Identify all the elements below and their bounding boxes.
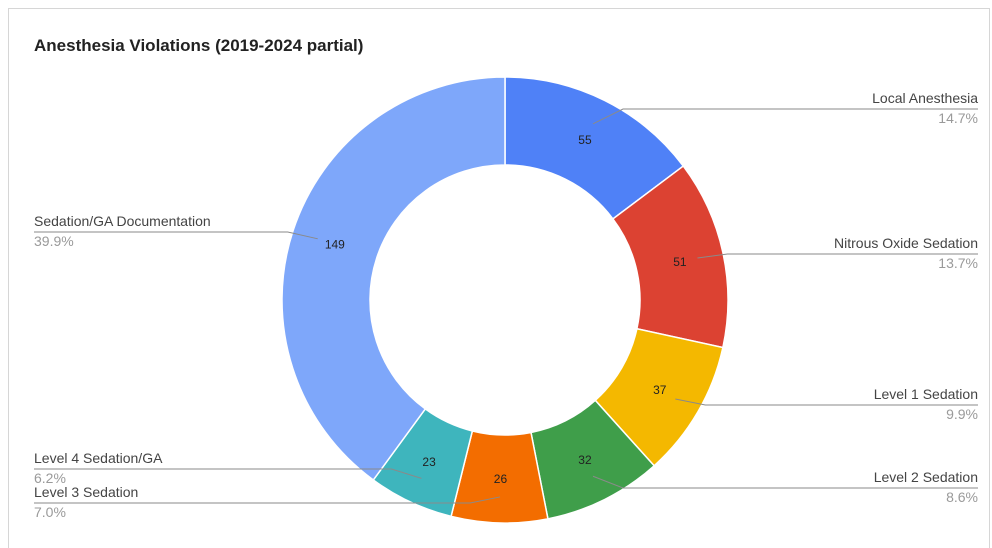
slice-percent-level-4-sedation-ga: 6.2% bbox=[34, 470, 66, 486]
slice-percent-level-1-sedation: 9.9% bbox=[946, 406, 978, 422]
chart-title: Anesthesia Violations (2019-2024 partial… bbox=[34, 36, 364, 55]
value-label-sedation-ga-documentation: 149 bbox=[325, 237, 345, 251]
value-label-local-anesthesia: 55 bbox=[578, 133, 592, 147]
leader-line-local-anesthesia bbox=[592, 108, 978, 125]
slice-name-level-2-sedation: Level 2 Sedation bbox=[874, 469, 978, 485]
leader-line-level-1-sedation bbox=[675, 398, 978, 406]
value-label-level-1-sedation: 37 bbox=[653, 383, 667, 397]
leader-line-level-4-sedation-ga bbox=[34, 468, 422, 479]
value-label-level-3-sedation: 26 bbox=[494, 472, 508, 486]
value-label-level-2-sedation: 32 bbox=[578, 453, 592, 467]
slice-name-sedation-ga-documentation: Sedation/GA Documentation bbox=[34, 213, 211, 229]
value-label-nitrous-oxide-sedation: 51 bbox=[673, 255, 687, 269]
slice-percent-local-anesthesia: 14.7% bbox=[938, 110, 978, 126]
slice-percent-nitrous-oxide-sedation: 13.7% bbox=[938, 255, 978, 271]
slice-name-level-4-sedation-ga: Level 4 Sedation/GA bbox=[34, 450, 163, 466]
slice-name-level-3-sedation: Level 3 Sedation bbox=[34, 484, 138, 500]
value-label-level-4-sedation-ga: 23 bbox=[422, 455, 436, 469]
slice-percent-level-2-sedation: 8.6% bbox=[946, 489, 978, 505]
leader-line-sedation-ga-documentation bbox=[34, 231, 318, 240]
slice-percent-level-3-sedation: 7.0% bbox=[34, 504, 66, 520]
leader-line-level-2-sedation bbox=[592, 475, 978, 489]
slice-name-local-anesthesia: Local Anesthesia bbox=[872, 90, 978, 106]
slice-name-level-1-sedation: Level 1 Sedation bbox=[874, 386, 978, 402]
slice-sedation-ga-documentation bbox=[281, 76, 506, 482]
slice-percent-sedation-ga-documentation: 39.9% bbox=[34, 233, 74, 249]
leader-line-nitrous-oxide-sedation bbox=[697, 253, 978, 259]
slice-name-nitrous-oxide-sedation: Nitrous Oxide Sedation bbox=[834, 235, 978, 251]
leader-line-level-3-sedation bbox=[34, 496, 501, 504]
